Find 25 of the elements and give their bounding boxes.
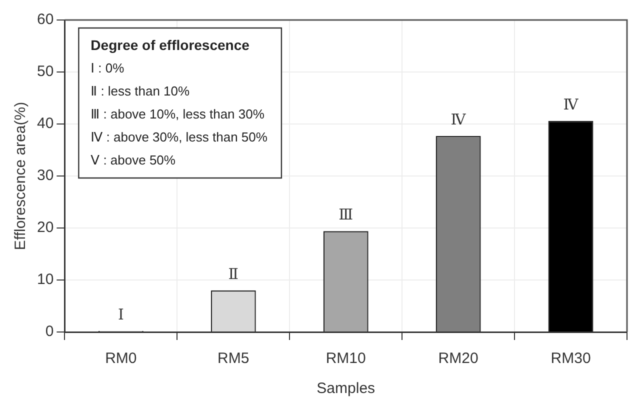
y-tick-label: 0 bbox=[45, 323, 54, 340]
y-tick-label: 50 bbox=[36, 63, 54, 80]
annotation: Ⅲ : above 10%, less than 30% bbox=[90, 106, 265, 122]
annotation: Ⅴ : above 50% bbox=[90, 152, 176, 168]
data-label: Ⅳ bbox=[450, 112, 467, 128]
data-label: Ⅰ bbox=[118, 307, 124, 324]
annotation: Degree of efflorescence bbox=[90, 36, 250, 53]
annotation: Ⅳ : above 30%, less than 50% bbox=[90, 130, 268, 145]
y-tick-label: 20 bbox=[36, 219, 54, 236]
data-label: Ⅲ bbox=[338, 208, 354, 224]
y-tick-label: 10 bbox=[36, 271, 54, 288]
y-tick-label: 60 bbox=[36, 11, 54, 28]
x-axis-title: Samples bbox=[316, 380, 376, 398]
annotation: Ⅱ : less than 10% bbox=[90, 84, 190, 99]
annotation: Ⅰ : 0% bbox=[90, 60, 125, 76]
x-tick-label: RM30 bbox=[550, 350, 591, 368]
y-axis-title: Efflorescence area(%) bbox=[12, 102, 30, 250]
data-label: Ⅳ bbox=[563, 97, 580, 114]
x-tick-label: RM5 bbox=[218, 350, 250, 368]
y-tick-label: 40 bbox=[36, 115, 54, 132]
x-tick-label: RM10 bbox=[326, 350, 366, 368]
y-tick-label: 30 bbox=[36, 167, 54, 184]
data-label: Ⅱ bbox=[228, 266, 238, 283]
x-tick-label: RM20 bbox=[438, 350, 478, 368]
x-tick-label: RM0 bbox=[105, 350, 137, 368]
